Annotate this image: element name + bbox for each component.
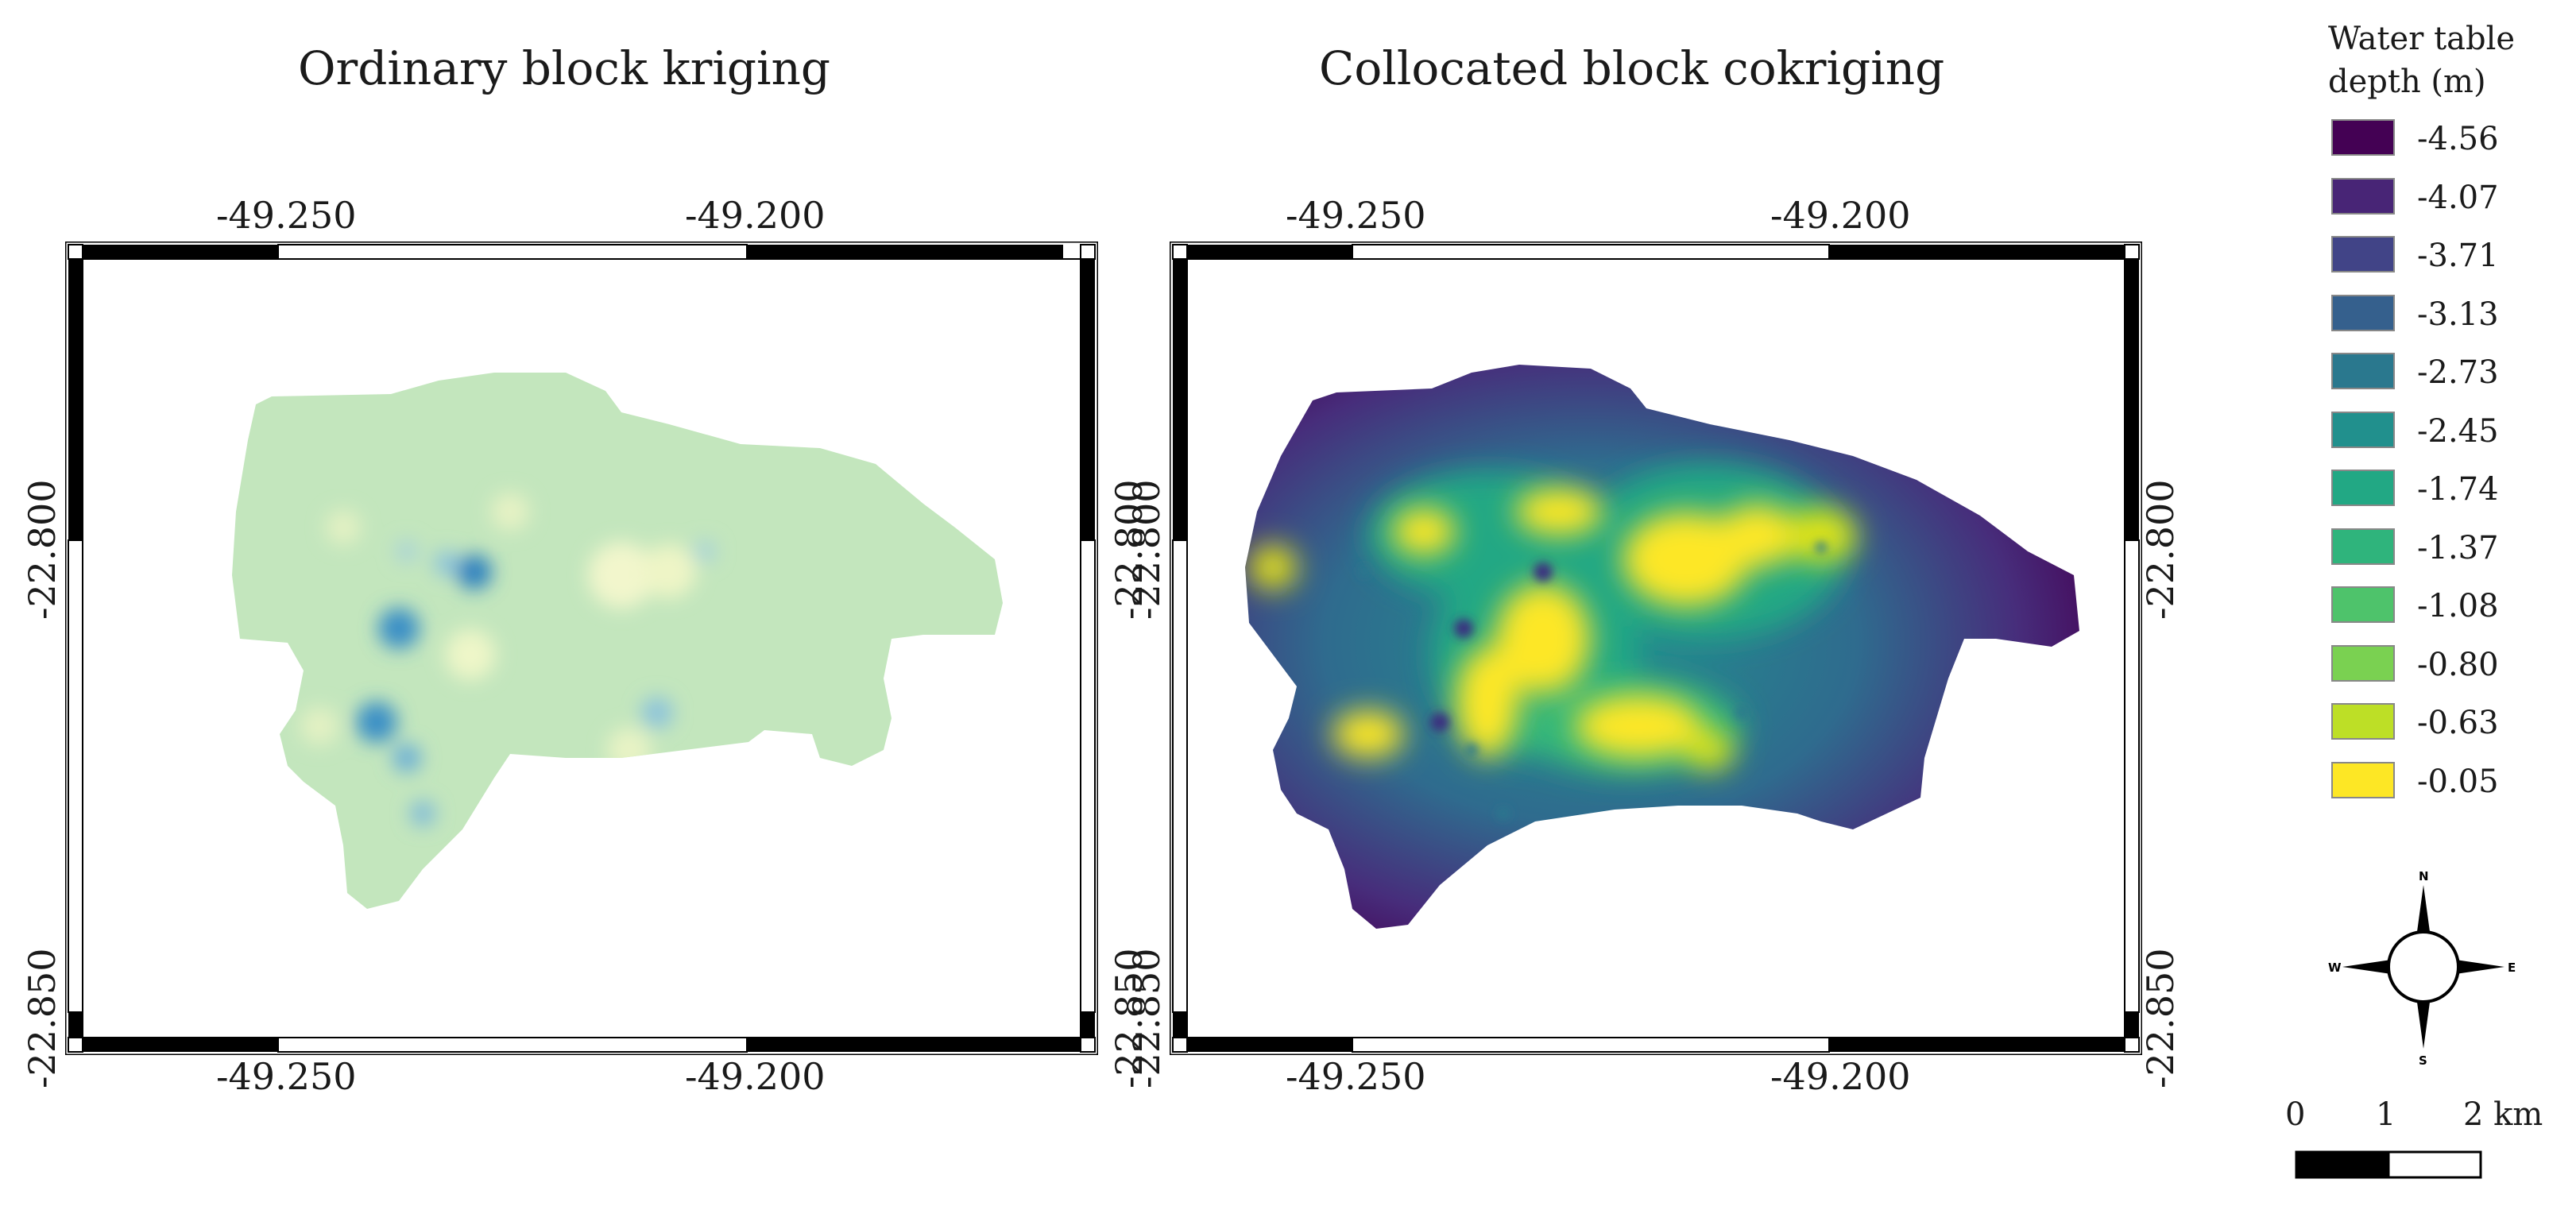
lon-tick-top-left-2: -49.200: [685, 194, 826, 237]
north-label: N: [2419, 869, 2429, 883]
legend-label: -4.07: [2417, 179, 2499, 216]
legend-label: -4.56: [2417, 121, 2499, 157]
south-label: S: [2419, 1053, 2427, 1066]
legend-title-line2: depth (m): [2328, 64, 2486, 100]
legend-swatch: [2331, 528, 2395, 565]
lon-tick-bottom-right-2: -49.200: [1770, 1055, 1911, 1098]
legend-swatch: [2331, 119, 2395, 156]
lat-tick-right-inner-2: -22.850: [1125, 948, 1168, 1089]
legend-swatch: [2331, 294, 2395, 331]
legend-label: -2.45: [2417, 412, 2499, 450]
map-collocated-cokriging: [1170, 242, 2142, 1055]
legend-label: -1.37: [2417, 529, 2499, 566]
map-ordinary-kriging: [65, 242, 1098, 1055]
legend-swatch: [2331, 411, 2395, 448]
lat-tick-left-outer-1: -22.800: [21, 479, 64, 620]
lat-tick-left-outer-2: -22.850: [21, 948, 64, 1089]
panel-title-ordinary-kriging: Ordinary block kriging: [297, 41, 831, 95]
lon-tick-top-right-2: -49.200: [1770, 194, 1911, 237]
legend-label: -3.71: [2417, 238, 2499, 274]
legend-label: -0.80: [2417, 646, 2499, 683]
scale-label-2km: 2 km: [2463, 1096, 2543, 1133]
lat-tick-right-inner-1: -22.800: [1125, 479, 1168, 620]
legend-swatch: [2331, 703, 2395, 740]
legend-swatch: [2331, 353, 2395, 389]
west-label: W: [2328, 961, 2342, 975]
scale-label-1: 1: [2376, 1096, 2396, 1133]
east-label: E: [2508, 961, 2516, 975]
legend-label: -2.73: [2417, 354, 2499, 391]
lon-tick-bottom-right-1: -49.250: [1286, 1055, 1426, 1098]
scale-label-0: 0: [2285, 1096, 2306, 1133]
legend-label: -1.74: [2417, 471, 2499, 508]
lat-tick-right-outer-2: -22.850: [2139, 948, 2182, 1089]
legend-swatch: [2331, 761, 2395, 798]
panel-title-collocated-cokriging: Collocated block cokriging: [1319, 41, 1945, 95]
legend-swatch: [2331, 470, 2395, 506]
legend-label: -3.13: [2417, 296, 2499, 333]
lat-tick-right-outer-1: -22.800: [2139, 479, 2182, 620]
legend-label: -1.08: [2417, 588, 2499, 624]
lon-tick-bottom-left-1: -49.250: [216, 1055, 357, 1098]
legend-label: -0.05: [2417, 763, 2499, 800]
lon-tick-bottom-left-2: -49.200: [685, 1055, 826, 1098]
lon-tick-top-right-1: -49.250: [1286, 194, 1426, 237]
north-arrow-icon: N S W E: [2328, 869, 2516, 1066]
legend-title-line1: Water table: [2328, 21, 2516, 57]
legend-swatch: [2331, 644, 2395, 682]
scale-bar: [2295, 1150, 2482, 1179]
legend-swatch: [2331, 586, 2395, 623]
legend-swatch: [2331, 236, 2395, 273]
legend-swatch: [2331, 177, 2395, 215]
lon-tick-top-left-1: -49.250: [216, 194, 357, 237]
legend-label: -0.63: [2417, 705, 2499, 741]
